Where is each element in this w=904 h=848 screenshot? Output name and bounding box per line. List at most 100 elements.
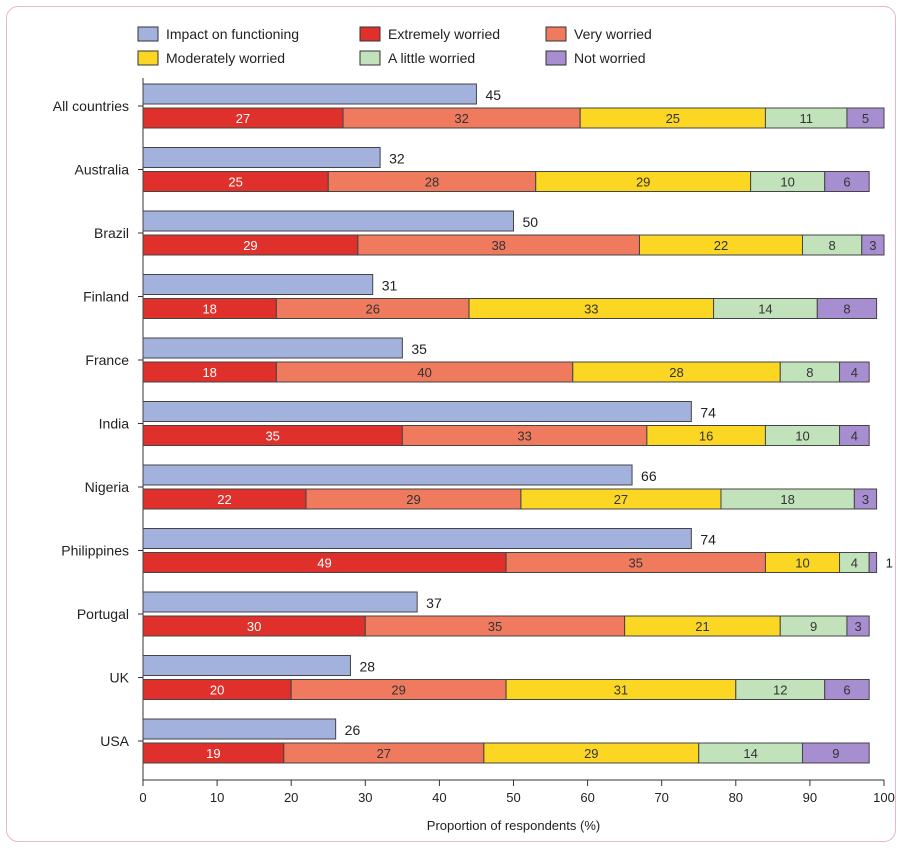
segment-value-label: 29 <box>584 746 598 761</box>
segment-value-label: 14 <box>743 746 757 761</box>
bar-impact-usa <box>142 718 337 740</box>
segment-value-label: 29 <box>391 683 405 698</box>
bar-not-worried-france <box>839 361 870 383</box>
x-tick-label: 10 <box>210 790 224 805</box>
segment-value-label: 5 <box>862 111 869 126</box>
chart-frame <box>6 6 896 842</box>
bar-impact-uk <box>142 655 351 676</box>
impact-value-label: 50 <box>523 214 539 230</box>
segment-value-label: 26 <box>365 302 379 317</box>
segment-value-label: 38 <box>491 238 505 253</box>
impact-value-label: 35 <box>411 341 427 357</box>
legend-label-very-worried: Very worried <box>574 26 652 42</box>
category-label-france: France <box>85 352 129 368</box>
segment-value-label: 19 <box>206 746 220 761</box>
x-tick-label: 60 <box>580 790 594 805</box>
segment-value-label: 28 <box>669 365 683 380</box>
bar-not-worried-australia <box>824 171 870 192</box>
legend-label-extremely-worried: Extremely worried <box>388 26 500 42</box>
segment-value-label: 25 <box>228 175 242 190</box>
bar-impact-australia <box>142 147 381 168</box>
x-tick-label: 30 <box>358 790 372 805</box>
category-label-portugal: Portugal <box>77 606 129 622</box>
legend-label-moderately-worried: Moderately worried <box>166 50 285 66</box>
bar-impact-all-countries <box>142 83 477 105</box>
segment-value-label: 11 <box>799 111 813 126</box>
impact-value-label: 26 <box>345 722 361 738</box>
segment-value-label: 29 <box>243 238 257 253</box>
bar-not-worried-portugal <box>846 615 870 637</box>
x-tick-label: 100 <box>873 790 895 805</box>
segment-value-label: 14 <box>758 302 772 317</box>
segment-value-label: 20 <box>210 683 224 698</box>
segment-value-label: 22 <box>714 238 728 253</box>
x-tick-label: 90 <box>803 790 817 805</box>
bar-impact-india <box>142 401 692 422</box>
bar-impact-nigeria <box>142 464 633 486</box>
segment-value-label: 35 <box>488 619 502 634</box>
segment-value-label: 1 <box>886 556 893 571</box>
segment-value-label: 49 <box>317 556 331 571</box>
segment-value-label: 27 <box>377 746 391 761</box>
category-label-brazil: Brazil <box>94 225 129 241</box>
bar-not-worried-nigeria <box>853 488 878 510</box>
bar-impact-france <box>142 337 403 359</box>
bar-not-worried-all-countries <box>846 107 885 129</box>
segment-value-label: 21 <box>695 619 709 634</box>
segment-value-label: 25 <box>666 111 680 126</box>
impact-value-label: 37 <box>426 595 442 611</box>
segment-value-label: 28 <box>425 175 439 190</box>
segment-value-label: 4 <box>851 429 858 444</box>
category-label-usa: USA <box>100 733 129 749</box>
segment-value-label: 32 <box>454 111 468 126</box>
category-label-australia: Australia <box>75 162 130 178</box>
legend-swatch-very-worried <box>545 26 567 42</box>
bar-impact-portugal <box>142 591 418 613</box>
segment-value-label: 35 <box>629 556 643 571</box>
segment-value-label: 18 <box>780 492 794 507</box>
x-tick-label: 50 <box>506 790 520 805</box>
segment-value-label: 33 <box>584 302 598 317</box>
bar-not-worried-india <box>839 425 870 446</box>
segment-value-label: 3 <box>869 238 876 253</box>
impact-value-label: 32 <box>389 151 405 167</box>
segment-value-label: 3 <box>854 619 861 634</box>
segment-value-label: 12 <box>773 683 787 698</box>
legend-swatch-a-little-worried <box>359 50 381 66</box>
impact-value-label: 74 <box>700 405 716 421</box>
category-label-finland: Finland <box>83 289 129 305</box>
segment-value-label: 16 <box>699 429 713 444</box>
x-axis-title: Proportion of respondents (%) <box>427 818 600 833</box>
impact-value-label: 31 <box>382 278 398 294</box>
bar-impact-brazil <box>142 210 514 232</box>
bar-not-worried-uk <box>824 679 870 700</box>
bar-not-worried-usa <box>801 742 870 764</box>
category-label-nigeria: Nigeria <box>85 479 130 495</box>
legend-swatch-not-worried <box>545 50 567 66</box>
legend-label-a-little-worried: A little worried <box>388 50 475 66</box>
category-label-uk: UK <box>110 670 130 686</box>
x-tick-label: 0 <box>139 790 146 805</box>
segment-value-label: 6 <box>843 175 850 190</box>
legend-swatch-extremely-worried <box>359 26 381 42</box>
segment-value-label: 22 <box>217 492 231 507</box>
segment-value-label: 8 <box>806 365 813 380</box>
segment-value-label: 3 <box>862 492 869 507</box>
segment-value-label: 33 <box>517 429 531 444</box>
category-label-india: India <box>99 416 130 432</box>
x-tick-label: 80 <box>729 790 743 805</box>
segment-value-label: 8 <box>829 238 836 253</box>
segment-value-label: 27 <box>614 492 628 507</box>
legend-label-not-worried: Not worried <box>574 50 646 66</box>
impact-value-label: 45 <box>485 87 501 103</box>
bar-impact-philippines <box>142 528 692 549</box>
bar-not-worried-philippines <box>868 552 878 573</box>
legend-label-impact-on-functioning: Impact on functioning <box>166 26 299 42</box>
impact-value-label: 28 <box>359 659 375 675</box>
bar-impact-finland <box>142 274 374 295</box>
bar-not-worried-brazil <box>861 234 885 256</box>
impact-value-label: 74 <box>700 532 716 548</box>
segment-value-label: 30 <box>247 619 261 634</box>
segment-value-label: 31 <box>614 683 628 698</box>
